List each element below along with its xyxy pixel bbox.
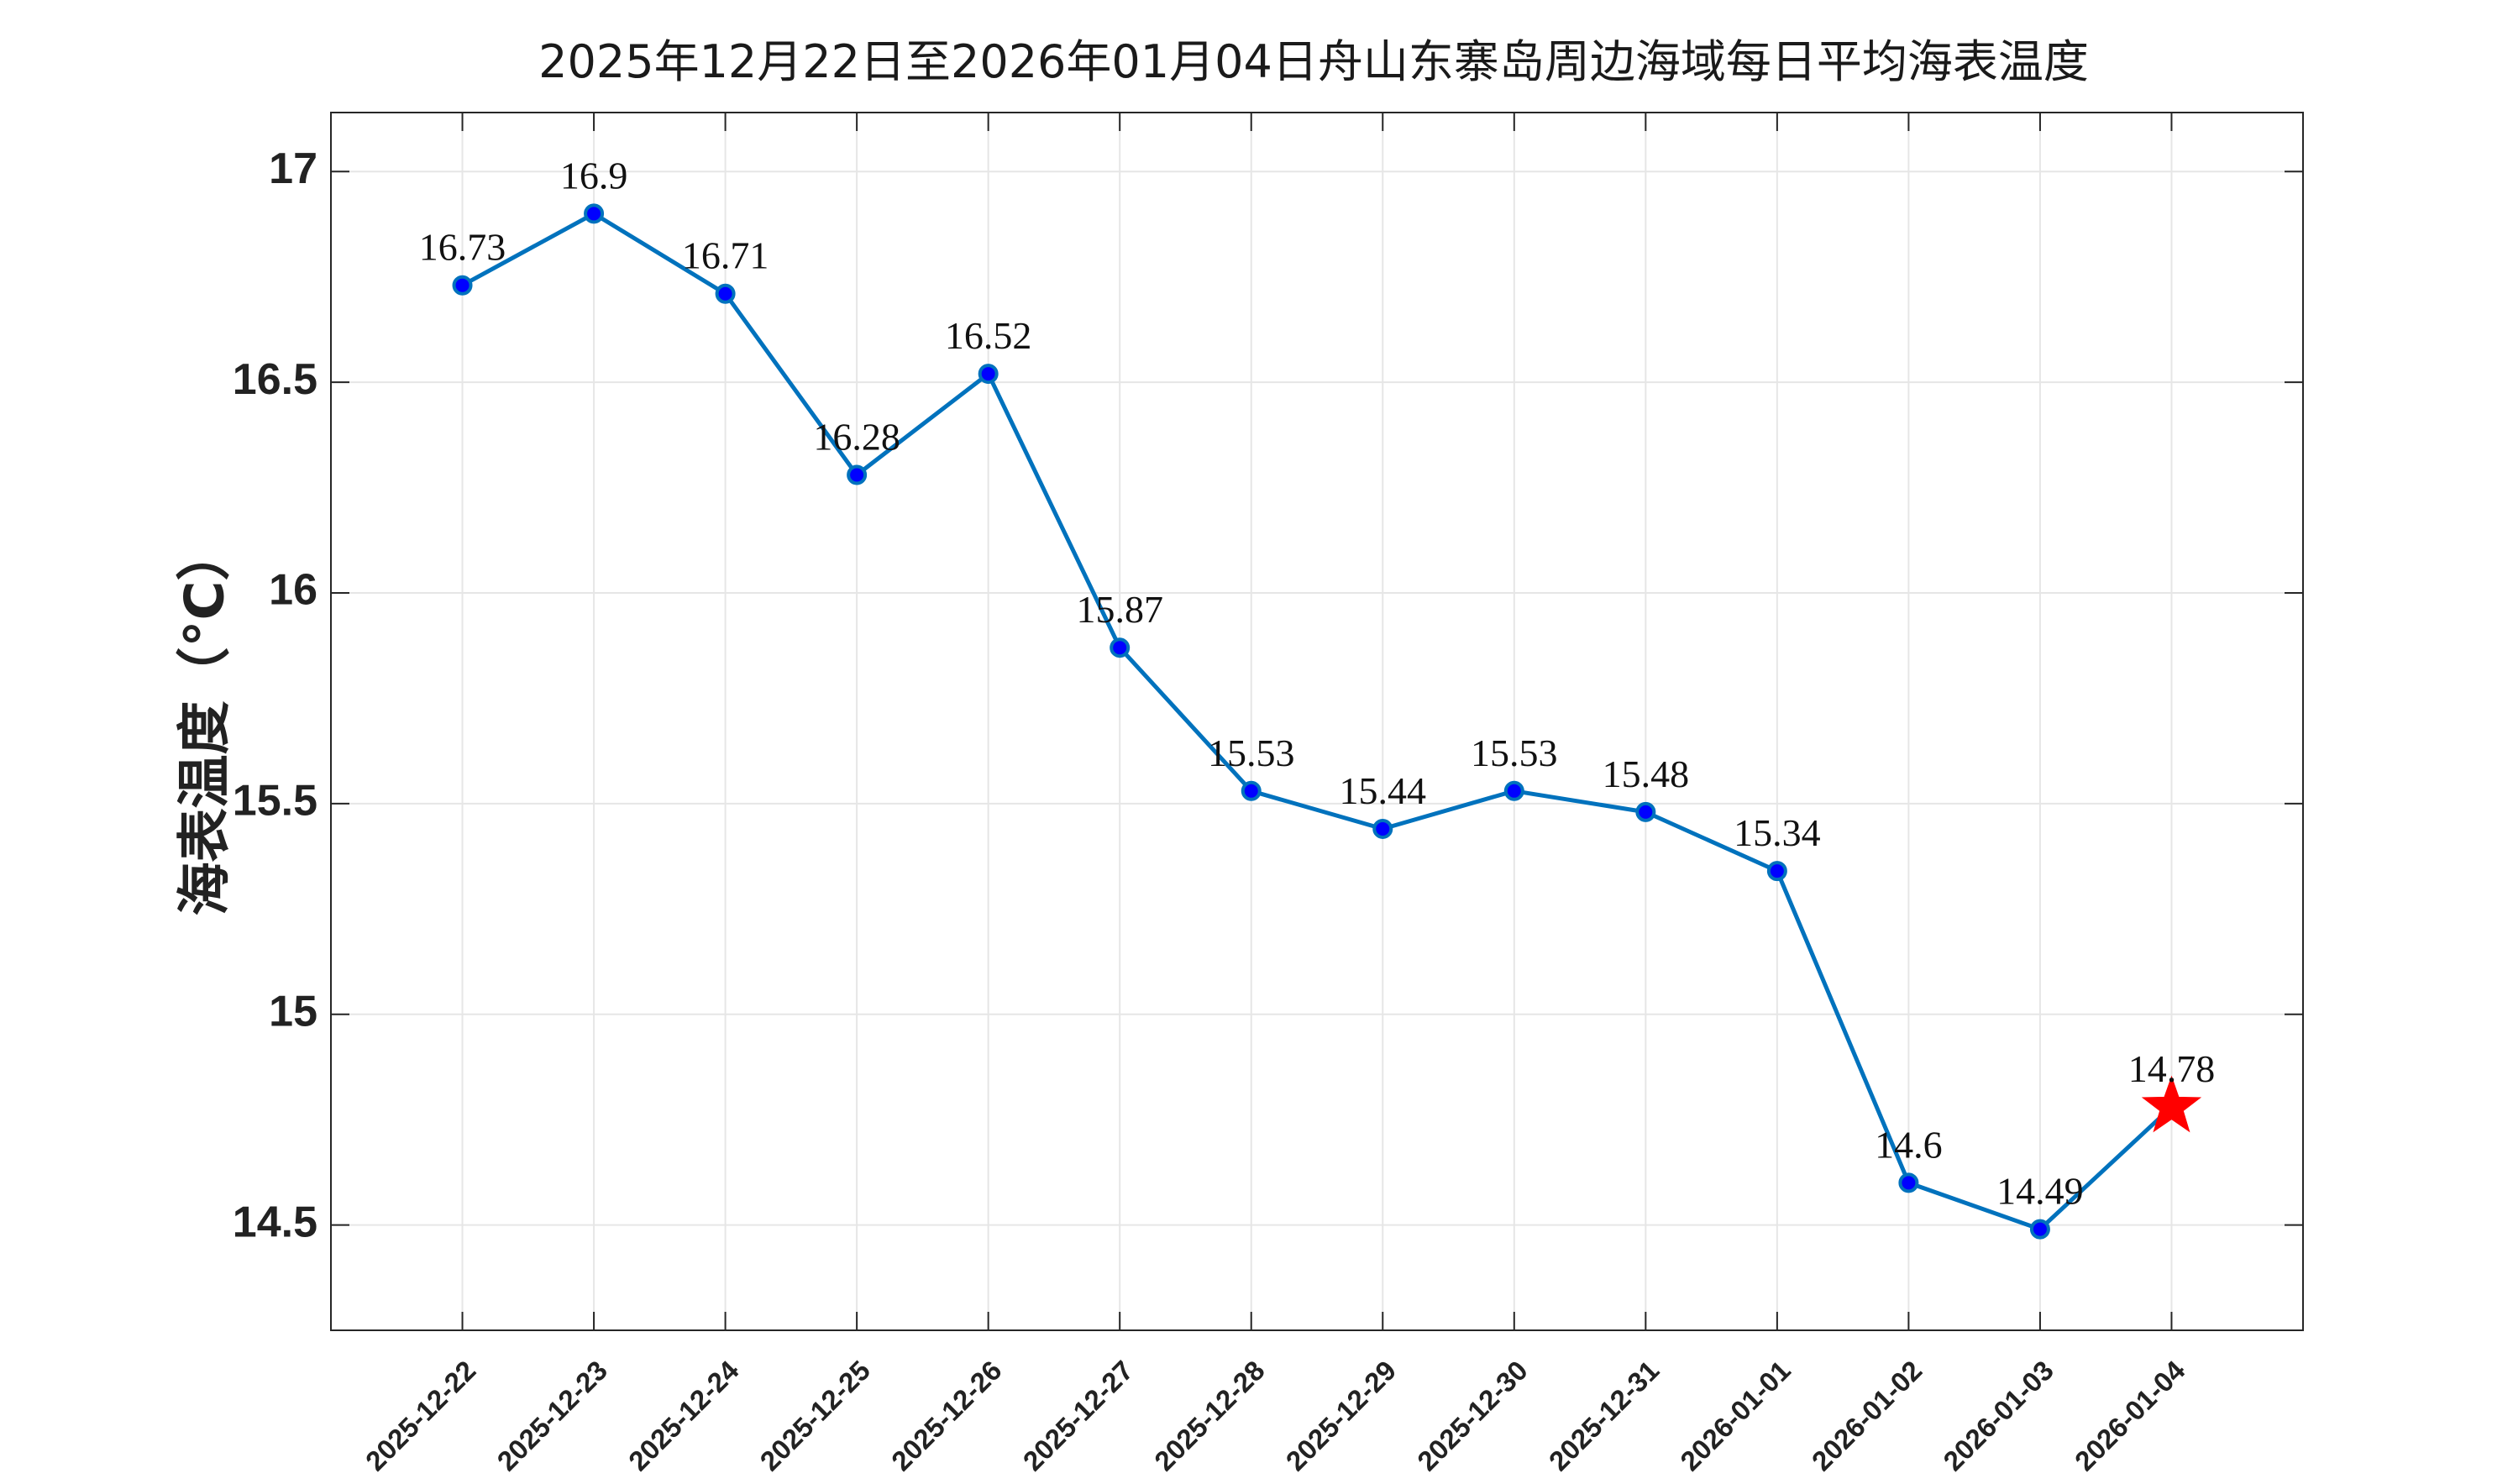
data-label: 15.87 — [1076, 588, 1163, 631]
data-point — [1766, 861, 1787, 882]
y-tick-label: 15 — [269, 987, 317, 1036]
data-label: 14.78 — [2128, 1047, 2216, 1090]
data-label: 15.34 — [1734, 811, 1821, 854]
y-tick-label: 16 — [269, 566, 317, 615]
data-point — [715, 283, 736, 304]
axis-ticks — [331, 113, 2303, 1330]
highlight-star-marker — [2141, 1075, 2202, 1133]
data-label: 14.6 — [1875, 1123, 1943, 1166]
data-label: 16.71 — [682, 234, 769, 277]
data-point — [1110, 637, 1131, 658]
y-tick-label: 16.5 — [233, 355, 317, 404]
data-label: 15.53 — [1471, 732, 1558, 774]
y-tick-label: 17 — [269, 144, 317, 193]
data-label: 15.53 — [1208, 732, 1295, 774]
data-point — [1372, 818, 1393, 839]
data-label: 16.73 — [419, 226, 506, 269]
data-point — [2029, 1219, 2050, 1240]
data-label: 16.9 — [560, 154, 628, 197]
data-label: 15.44 — [1340, 769, 1427, 812]
data-point — [847, 464, 868, 485]
y-axis-label: 海表温度（°C） — [175, 527, 237, 916]
series-temperature — [452, 203, 2202, 1240]
data-label: 15.48 — [1603, 752, 1690, 795]
data-point — [584, 203, 605, 224]
data-label: 14.49 — [1996, 1170, 2084, 1213]
y-axis-tick-labels: 14.5 15 15.5 16 16.5 17 — [233, 144, 317, 1246]
data-point — [452, 275, 473, 296]
y-tick-label: 15.5 — [233, 777, 317, 826]
data-point — [978, 364, 999, 385]
plot-area-frame — [330, 112, 2304, 1331]
data-labels: 16.73 16.9 16.71 16.28 16.52 15.87 15.53 15.44 1… — [419, 154, 2215, 1212]
data-point — [1635, 801, 1656, 822]
y-tick-label: 14.5 — [233, 1198, 317, 1246]
chart-title: 2025年12月22日至2026年01月04日舟山东寨岛周边海域每日平均海表温度 — [538, 35, 2089, 88]
grid — [331, 113, 2303, 1330]
data-point — [1241, 780, 1262, 801]
data-point — [1503, 780, 1524, 801]
data-label: 16.52 — [945, 314, 1032, 357]
series-line — [460, 211, 2174, 1232]
data-point — [1898, 1172, 1919, 1193]
data-label: 16.28 — [813, 415, 900, 458]
